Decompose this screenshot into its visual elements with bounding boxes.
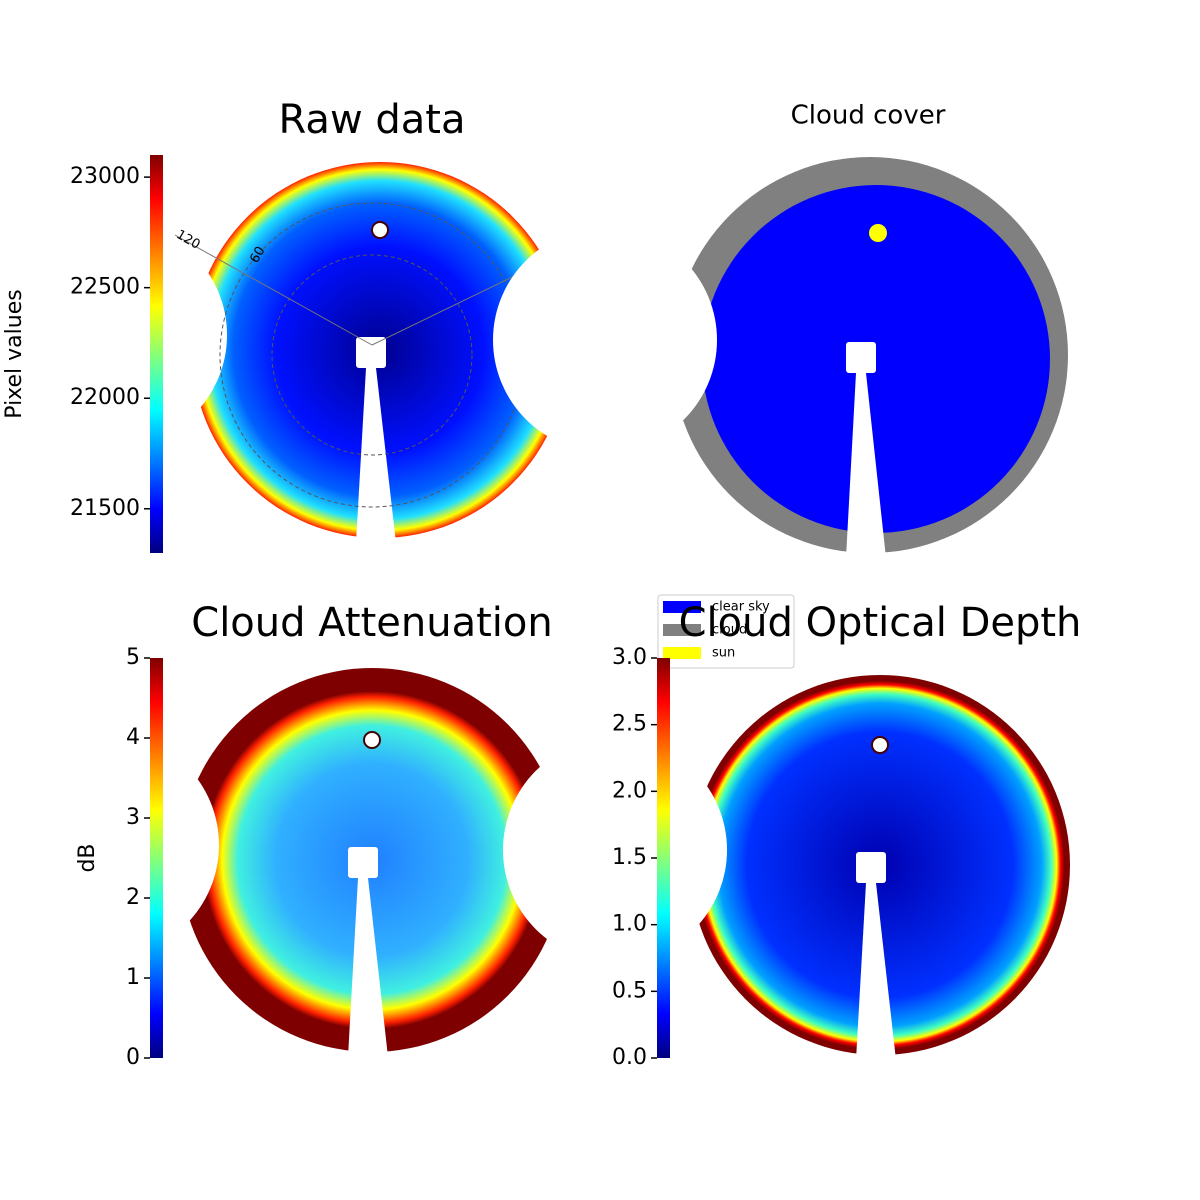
- panel-title: Cloud Optical Depth: [679, 600, 1082, 646]
- colorbar-tick-label: 0.5: [612, 978, 647, 1003]
- colorbar-tick-label: 2.0: [612, 778, 647, 803]
- colorbar-tick-label: 5: [126, 645, 140, 670]
- horizon-mask: [3, 223, 227, 447]
- colorbar: [657, 658, 670, 1058]
- legend-label: clear sky: [712, 600, 770, 615]
- colorbar: [150, 658, 163, 1058]
- angle-label: 60: [247, 244, 268, 266]
- colorbar-label: Pixel values: [2, 289, 27, 418]
- colorbar-tick-label: 1: [126, 965, 140, 990]
- colorbar-tick-label: 21500: [70, 496, 140, 521]
- horizon-mask: [493, 228, 717, 452]
- colorbar-tick-label: 0.0: [612, 1045, 647, 1070]
- sun-mask: [871, 736, 889, 754]
- legend-swatch: [663, 624, 701, 636]
- horizon-mask: [503, 738, 727, 962]
- colorbar-tick-label: 1.0: [612, 912, 647, 937]
- colorbar-tick-label: 1.5: [612, 845, 647, 870]
- camera-arm-head: [356, 337, 386, 368]
- legend-label: sun: [712, 646, 735, 661]
- legend-label: cloud: [712, 623, 747, 638]
- colorbar-tick-label: 2: [126, 885, 140, 910]
- colorbar: [150, 155, 163, 553]
- colorbar-tick-label: 0: [126, 1045, 140, 1070]
- panel-title: Cloud Attenuation: [191, 600, 552, 646]
- legend-swatch: [663, 601, 701, 613]
- camera-arm-head: [856, 852, 886, 883]
- camera-arm-head: [846, 342, 876, 373]
- colorbar-tick-label: 22500: [70, 275, 140, 300]
- camera-arm: [856, 883, 896, 1060]
- panel-title: Raw data: [279, 97, 466, 143]
- polar-grid-line: [174, 234, 373, 346]
- sun-region: [869, 224, 887, 242]
- horizon-mask: [0, 733, 219, 957]
- camera-arm: [348, 878, 388, 1057]
- legend-swatch: [663, 647, 701, 659]
- colorbar-tick-label: 22000: [70, 385, 140, 410]
- colorbar-tick-label: 4: [126, 725, 140, 750]
- colorbar-tick-label: 3.0: [612, 645, 647, 670]
- camera-arm: [356, 368, 396, 543]
- sun-mask: [371, 221, 389, 239]
- panel-title: Cloud cover: [791, 101, 946, 131]
- colorbar-tick-label: 2.5: [612, 712, 647, 737]
- colorbar-tick-label: 23000: [70, 164, 140, 189]
- colorbar-label: dB: [75, 843, 100, 872]
- colorbar-tick-label: 3: [126, 805, 140, 830]
- sun-mask: [363, 731, 381, 749]
- camera-arm: [846, 373, 886, 558]
- camera-arm-head: [348, 847, 378, 878]
- polar-grid-circle: [271, 254, 473, 456]
